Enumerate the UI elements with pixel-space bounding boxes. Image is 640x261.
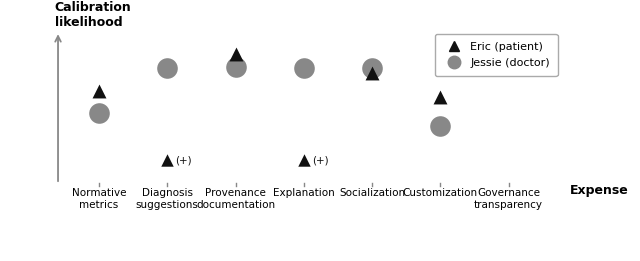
Point	[299, 158, 309, 162]
Point	[230, 52, 241, 56]
Text: (+): (+)	[312, 155, 328, 165]
Point	[94, 88, 104, 93]
Text: Expense: Expense	[570, 184, 628, 197]
Point	[94, 111, 104, 115]
Point	[435, 95, 445, 99]
Text: (+): (+)	[175, 155, 192, 165]
Text: Calibration
likelihood: Calibration likelihood	[54, 1, 131, 29]
Point	[435, 124, 445, 128]
Point	[230, 65, 241, 69]
Point	[299, 66, 309, 70]
Legend: Eric (patient), Jessie (doctor): Eric (patient), Jessie (doctor)	[435, 34, 557, 76]
Point	[162, 158, 172, 162]
Point	[504, 62, 514, 66]
Point	[162, 66, 172, 70]
Point	[367, 66, 377, 70]
Point	[504, 53, 514, 57]
Point	[367, 71, 377, 75]
